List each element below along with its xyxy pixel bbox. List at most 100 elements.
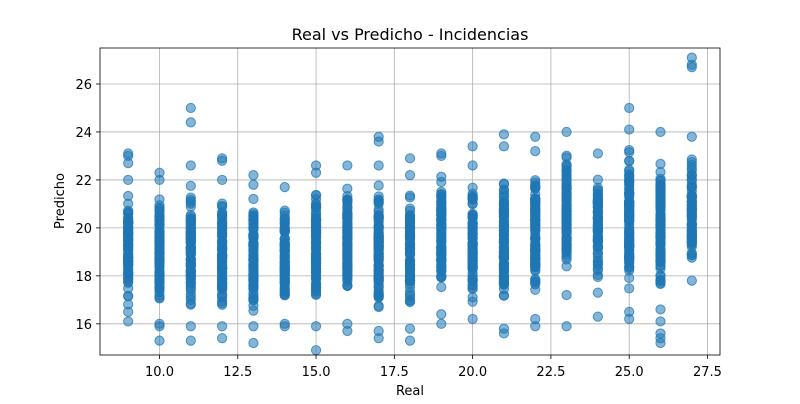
data-point (436, 318, 447, 329)
x-tick-label: 22.5 (536, 365, 565, 380)
data-point (154, 211, 165, 222)
data-point (592, 213, 603, 225)
data-point (373, 264, 384, 276)
data-point (217, 274, 228, 285)
data-point (686, 275, 697, 286)
grid-lines (100, 48, 720, 355)
data-point (248, 321, 259, 332)
data-point (498, 141, 510, 152)
data-point (592, 148, 603, 159)
data-point (217, 259, 228, 270)
data-point (561, 126, 572, 138)
data-point (154, 194, 165, 205)
data-point (248, 293, 259, 304)
data-point (310, 273, 322, 284)
data-point (436, 236, 447, 248)
data-point (185, 117, 196, 128)
data-point (592, 243, 603, 255)
data-point (404, 213, 416, 224)
data-point (154, 274, 165, 286)
data-point (686, 220, 697, 231)
data-point (624, 182, 635, 194)
data-point (592, 174, 603, 185)
data-point (185, 298, 196, 309)
data-point (342, 160, 353, 171)
data-point (530, 131, 541, 142)
data-point (530, 189, 541, 200)
data-point (279, 260, 290, 271)
data-point (686, 131, 697, 142)
data-point (561, 261, 572, 272)
data-point (373, 191, 384, 202)
data-point (561, 161, 572, 172)
y-tick-label: 26 (75, 78, 92, 93)
data-point (342, 257, 353, 268)
data-point (498, 224, 510, 236)
data-point (373, 210, 384, 221)
data-point (342, 279, 353, 291)
data-point (498, 199, 510, 210)
data-point (655, 328, 666, 339)
data-point (686, 229, 697, 241)
data-point (404, 335, 416, 346)
data-point (655, 216, 666, 228)
data-point (655, 304, 666, 315)
data-point (310, 345, 322, 356)
y-axis-label: Predicho (53, 173, 68, 229)
data-point (373, 180, 384, 191)
data-point (185, 254, 196, 265)
data-point (185, 198, 196, 209)
data-point (686, 157, 697, 168)
data-point (279, 226, 290, 238)
data-point (279, 277, 290, 288)
data-point (530, 208, 541, 219)
y-tick-label: 22 (75, 174, 92, 189)
axis-ticks: 10.0 12.5 15.0 17.5 20.0 22.5 25.0 27.5 16 18 20 22… (75, 78, 721, 380)
data-point (561, 225, 572, 236)
data-point (561, 213, 572, 224)
data-point (185, 160, 196, 171)
data-point (467, 160, 478, 171)
data-point (436, 171, 447, 182)
data-point (404, 275, 416, 286)
data-point (154, 167, 165, 178)
data-point (498, 276, 510, 287)
data-point (248, 255, 259, 266)
data-point (686, 210, 697, 221)
data-point (404, 296, 416, 307)
data-point (217, 207, 228, 218)
data-point (185, 277, 196, 288)
data-point (154, 321, 165, 332)
data-point (498, 328, 510, 339)
data-point (248, 179, 259, 190)
data-point (217, 321, 228, 332)
data-point (592, 234, 603, 246)
data-point (436, 281, 447, 293)
data-point (248, 210, 259, 221)
data-point (592, 185, 603, 196)
data-point (655, 255, 666, 266)
data-point (624, 147, 635, 158)
data-point (248, 337, 259, 349)
data-point (248, 269, 259, 280)
data-point (154, 234, 165, 245)
x-tick-label: 20.0 (458, 365, 487, 380)
data-point (561, 190, 572, 201)
plot-frame (99, 47, 721, 356)
data-point (624, 261, 635, 272)
data-point (123, 290, 134, 302)
data-point (530, 242, 541, 254)
data-point (467, 236, 478, 248)
data-point (436, 148, 447, 159)
data-point (185, 217, 196, 228)
data-point (279, 241, 290, 252)
data-point (498, 211, 510, 222)
data-point (561, 150, 572, 161)
data-point (655, 271, 666, 282)
data-point (498, 262, 510, 273)
data-point (467, 182, 478, 193)
data-point (467, 262, 478, 273)
y-tick-label: 24 (75, 126, 92, 141)
data-point (624, 124, 635, 135)
